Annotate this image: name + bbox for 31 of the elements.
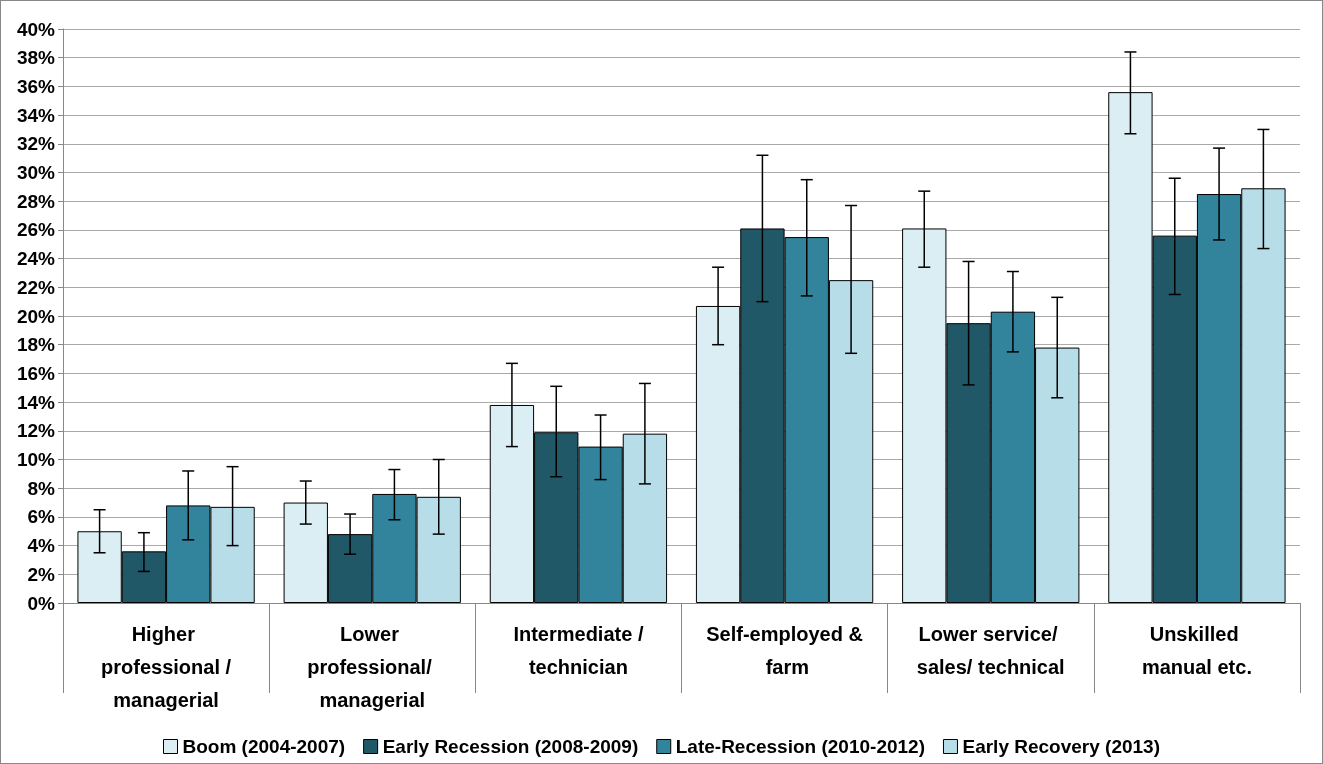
y-tick-label: 4%	[27, 535, 56, 557]
y-tick-label: 34%	[16, 104, 56, 126]
legend-label: Late-Recession (2010-2012)	[675, 736, 925, 757]
y-tick-label: 6%	[27, 506, 56, 528]
legend-label: Early Recession (2008-2009)	[382, 736, 639, 757]
y-tick-label: 16%	[16, 362, 56, 384]
y-tick-label: 24%	[16, 248, 56, 270]
x-tick-label: Higher professional /managerial	[101, 622, 232, 711]
y-tick-label: 30%	[16, 162, 56, 183]
y-tick-label: 40%	[16, 18, 56, 40]
y-tick-label: 20%	[16, 305, 56, 327]
y-tick-label: 28%	[16, 190, 56, 212]
x-tick-label: Lower service/ sales/ technical	[916, 622, 1065, 678]
legend-label: Early Recovery (2013)	[962, 736, 1160, 757]
x-tick-label: Unskilled manual etc.	[1141, 622, 1252, 678]
y-tick-label: 10%	[16, 449, 56, 470]
y-tick-label: 12%	[16, 420, 56, 442]
y-tick-label: 8%	[27, 477, 56, 499]
y-tick-label: 22%	[16, 276, 56, 298]
y-tick-label: 32%	[16, 133, 56, 155]
y-tick-label: 14%	[16, 391, 56, 413]
y-tick-label: 36%	[16, 75, 56, 97]
x-tick-label: Intermediate /technician	[513, 622, 644, 678]
y-tick-label: 38%	[16, 47, 56, 69]
x-tick-label: Self-employed & farm	[706, 622, 863, 678]
x-tick-label: Lower professional/ managerial	[307, 622, 438, 711]
y-tick-label: 0%	[27, 592, 56, 614]
legend-label: Boom (2004-2007)	[182, 736, 346, 757]
y-tick-label: 2%	[27, 563, 56, 585]
y-tick-label: 26%	[16, 219, 56, 241]
y-tick-label: 18%	[16, 334, 56, 356]
